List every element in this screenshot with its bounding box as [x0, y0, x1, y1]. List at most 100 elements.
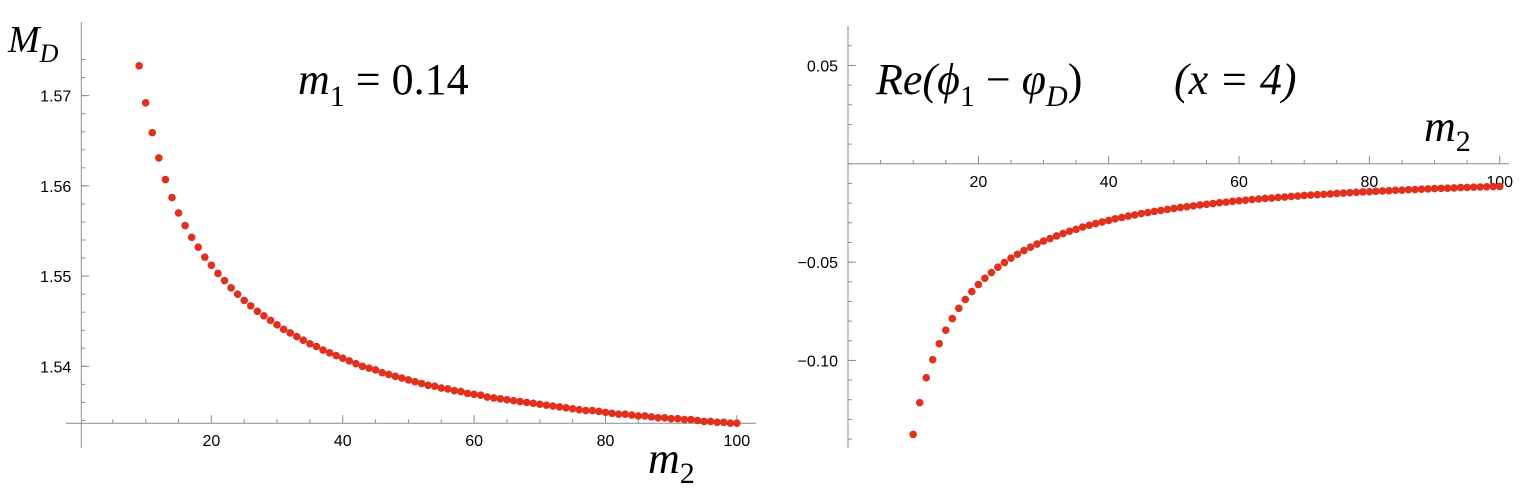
right-data-point — [1333, 189, 1341, 198]
right-xlabel-main: m — [1424, 102, 1456, 151]
left-data-point — [700, 417, 708, 426]
left-ylabel: MD — [7, 19, 59, 68]
left-data-point — [575, 405, 584, 414]
left-y-tick-label: 1.57 — [40, 89, 71, 106]
left-data-point — [220, 276, 229, 285]
right-data-point — [1476, 183, 1484, 191]
left-xlabel-main: m — [648, 434, 680, 483]
right-data-point — [1130, 211, 1139, 219]
right-data-point — [1365, 187, 1374, 196]
left-data-point — [470, 390, 478, 399]
left-data-point — [332, 351, 340, 360]
left-data-point — [141, 99, 150, 107]
right-data-point — [994, 263, 1002, 272]
right-data-point — [1274, 193, 1282, 202]
right-axes — [847, 26, 1509, 448]
right-data-point — [915, 398, 924, 407]
left-data-point — [450, 386, 459, 395]
left-data-point — [181, 221, 189, 230]
right-data-point — [1352, 188, 1361, 197]
left-data-point — [733, 419, 741, 427]
left-data-point — [647, 413, 656, 421]
right-data-point — [1280, 193, 1289, 201]
right-data-point — [1065, 227, 1074, 236]
right-data-point — [1404, 185, 1413, 194]
right-data-point — [928, 355, 937, 364]
left-data-point — [503, 395, 511, 404]
right-title-main: Re( — [875, 55, 939, 104]
left-data-point — [667, 414, 675, 423]
right-data-point — [1222, 198, 1230, 206]
right-data-point — [1235, 196, 1243, 205]
right-data-point — [1202, 200, 1211, 209]
right-data-point — [1196, 201, 1204, 209]
left-data-point — [654, 413, 662, 422]
right-y-tick-label: −0.10 — [798, 353, 839, 370]
right-data-point — [1254, 195, 1263, 203]
left-data-point — [325, 349, 334, 357]
right-data-point — [1267, 194, 1276, 202]
right-data-points — [909, 182, 1504, 439]
left-data-point — [253, 307, 262, 316]
left-data-point — [352, 359, 360, 368]
left-data-point — [371, 366, 380, 374]
left-data-point — [641, 412, 649, 420]
left-data-point — [292, 332, 301, 341]
right-data-point — [1456, 183, 1465, 192]
left-data-point — [194, 243, 203, 252]
left-data-point — [155, 154, 163, 162]
left-data-point — [627, 411, 636, 419]
right-data-point — [987, 268, 996, 277]
left-data-point — [463, 389, 472, 398]
right-data-point — [1359, 188, 1367, 196]
right-data-point — [1293, 192, 1302, 200]
left-annotation-sub: 1 — [330, 80, 345, 113]
left-data-point — [719, 418, 728, 427]
right-data-point — [1398, 186, 1406, 194]
left-data-point — [490, 394, 498, 402]
right-data-point — [1346, 188, 1354, 197]
right-x-tick-label: 40 — [1100, 174, 1118, 191]
left-data-point — [608, 409, 616, 418]
right-title-phi: ϕ — [937, 55, 960, 104]
left-data-point — [174, 209, 183, 217]
left-data-point — [279, 325, 288, 334]
right-data-point — [1072, 225, 1080, 234]
left-data-point — [398, 374, 406, 382]
left-data-point — [207, 261, 216, 270]
right-data-point — [968, 287, 976, 296]
left-data-point — [135, 62, 143, 70]
left-y-tick-label: 1.54 — [40, 359, 71, 376]
left-data-point — [660, 413, 669, 422]
right-data-point — [1469, 183, 1478, 191]
right-data-point — [1078, 223, 1087, 231]
left-data-point — [148, 128, 157, 137]
right-title-varphi: φ — [1022, 55, 1046, 104]
left-data-point — [536, 400, 544, 409]
right-data-point — [1000, 258, 1009, 267]
right-title-minus: − — [975, 55, 1022, 104]
right-data-point — [1495, 182, 1504, 191]
right-data-point — [1372, 187, 1380, 196]
left-data-point — [201, 253, 209, 261]
left-x-tick-label: 40 — [334, 433, 352, 450]
right-data-point — [1463, 183, 1471, 192]
right-data-point — [1091, 219, 1100, 228]
right-data-point — [1339, 189, 1348, 197]
right-title-condition: (x = 4) — [1174, 55, 1297, 104]
left-y-tick-label: 1.56 — [40, 179, 71, 196]
right-data-point — [1104, 216, 1113, 225]
left-x-tick-label: 100 — [724, 433, 751, 450]
right-title: Re(ϕ1 − φD) — [875, 55, 1082, 113]
left-data-point — [693, 416, 702, 425]
right-data-point — [1417, 185, 1426, 193]
left-data-point — [273, 321, 281, 329]
left-axes — [66, 22, 756, 448]
left-data-point — [476, 391, 485, 400]
left-data-point — [266, 316, 275, 325]
right-data-point — [1052, 232, 1061, 240]
right-data-point — [1287, 192, 1295, 201]
right-data-point — [1248, 195, 1256, 204]
right-data-point — [922, 373, 931, 382]
